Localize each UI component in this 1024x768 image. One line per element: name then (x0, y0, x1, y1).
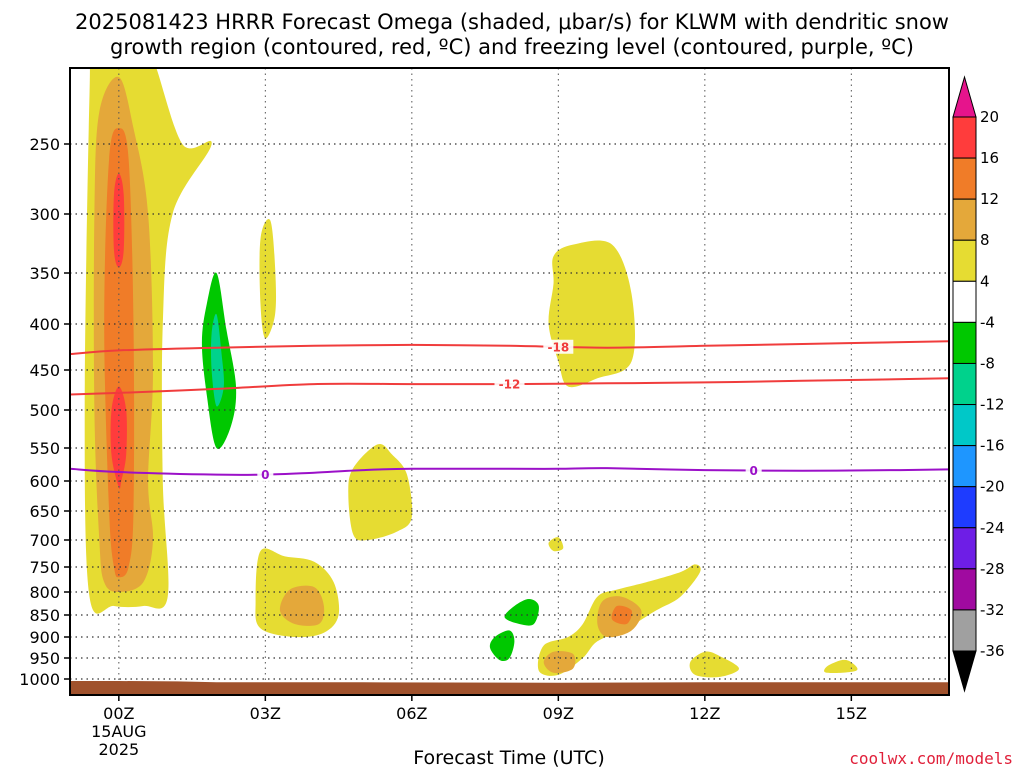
colorbar-label-6: -8 (980, 354, 995, 372)
contour-label-bg-0 (543, 339, 574, 354)
colorbar-label-3: 8 (980, 231, 990, 249)
y-tick-label-400: 400 (29, 315, 60, 334)
y-tick-label-850: 850 (29, 606, 60, 625)
colorbar-label-0: 20 (980, 108, 999, 126)
x-tick-label-03Z: 03Z (250, 704, 281, 723)
omega-region-15 (689, 651, 739, 678)
colorbar-label-12: -32 (980, 601, 1005, 619)
colorbar-segment-8 (952, 445, 977, 488)
colorbar-bottom-arrow (952, 650, 977, 693)
omega-region-18 (211, 313, 224, 407)
y-tick-label-300: 300 (29, 205, 60, 224)
y-tick-label-800: 800 (29, 583, 60, 602)
colorbar: 20 16 12 8 4 -4 -8 -12 -16 -20 -24 -28 -32 -36 (952, 75, 1005, 693)
colorbar-segment-7 (952, 404, 977, 447)
x-tick-label-15Z: 15Z (836, 704, 867, 723)
colorbar-label-4: 4 (980, 272, 990, 290)
y-tick-label-450: 450 (29, 361, 60, 380)
colorbar-label-8: -16 (980, 437, 1005, 455)
contour-layer: -18 -12 0 0 (70, 339, 949, 482)
colorbar-segment-4 (952, 280, 977, 323)
omega-region-13 (611, 605, 633, 625)
y-tick-label-900: 900 (29, 628, 60, 647)
y-tick-label-600: 600 (29, 472, 60, 491)
colorbar-segment-1 (952, 157, 977, 200)
y-tick-label-250: 250 (29, 135, 60, 154)
chart-title-line-2: growth region (contoured, red, ºC) and f… (110, 35, 914, 59)
omega-region-8 (279, 585, 325, 626)
colorbar-label-7: -12 (980, 396, 1005, 414)
y-tick-label-1000: 1000 (19, 670, 60, 689)
colorbar-segment-2 (952, 198, 977, 241)
omega-region-19 (504, 599, 539, 626)
plot-frame (69, 67, 950, 696)
contour-line-2 (70, 467, 949, 476)
omega-region-16 (824, 659, 858, 674)
colorbar-segment-3 (952, 239, 977, 282)
colorbar-label-5: -4 (980, 313, 995, 331)
colorbar-label-2: 12 (980, 190, 999, 208)
y-tick-label-950: 950 (29, 649, 60, 668)
surface-terrain (70, 681, 949, 695)
colorbar-label-9: -20 (980, 478, 1005, 496)
plot-area: -18 -12 0 0 (69, 67, 950, 696)
y-tick-label-350: 350 (29, 264, 60, 283)
colorbar-label-13: -36 (980, 642, 1005, 660)
contour-label-bg-1 (494, 377, 525, 392)
x-tick-label-09Z: 09Z (543, 704, 574, 723)
colorbar-segment-0 (952, 116, 977, 159)
x-tick-date-00Z: 15AUG (91, 722, 146, 741)
colorbar-label-10: -24 (980, 519, 1005, 537)
y-tick-label-550: 550 (29, 439, 60, 458)
omega-region-2 (104, 128, 135, 578)
omega-region-20 (489, 630, 515, 662)
x-tick-label-06Z: 06Z (396, 704, 427, 723)
contour-line-0 (70, 340, 949, 356)
y-tick-label-500: 500 (29, 401, 60, 420)
surface-layer (70, 681, 949, 695)
contour-label-bg-3 (745, 463, 762, 478)
colorbar-top-arrow (952, 75, 977, 118)
credit-text[interactable]: coolwx.com/models (849, 749, 1013, 768)
contour-label-0: -18 (547, 340, 569, 354)
x-tick-label-12Z: 12Z (689, 704, 720, 723)
colorbar-segment-6 (952, 362, 977, 406)
x-axis-title: Forecast Time (UTC) (413, 747, 604, 768)
colorbar-label-1: 16 (980, 149, 999, 167)
omega-region-14 (543, 651, 576, 674)
colorbar-segment-11 (952, 568, 977, 611)
omega-region-9 (548, 240, 636, 388)
colorbar-segment-12 (952, 609, 977, 652)
omega-region-3 (113, 173, 125, 268)
colorbar-segment-10 (952, 527, 977, 570)
colorbar-segment-9 (952, 486, 977, 529)
colorbar-segment-5 (952, 321, 977, 364)
colorbar-label-11: -28 (980, 560, 1005, 578)
omega-region-10 (548, 537, 564, 552)
chart-title-line-1: 2025081423 HRRR Forecast Omega (shaded, … (75, 10, 949, 34)
x-tick-year-00Z: 2025 (98, 740, 139, 759)
contour-line-1 (70, 377, 949, 396)
omega-shading-layer (84, 68, 858, 678)
omega-region-5 (259, 219, 277, 339)
y-axis: 250 300 350 400 450 500 550 600 650 700 750 800 850 9… (19, 135, 70, 689)
y-tick-label-700: 700 (29, 531, 60, 550)
contour-label-1: -12 (499, 378, 521, 392)
contour-label-bg-2 (257, 467, 274, 482)
contour-label-3: 0 (749, 464, 757, 478)
y-tick-label-650: 650 (29, 502, 60, 521)
x-tick-label-00Z: 00Z (103, 704, 134, 723)
contour-label-2: 0 (261, 468, 269, 482)
y-tick-label-750: 750 (29, 558, 60, 577)
